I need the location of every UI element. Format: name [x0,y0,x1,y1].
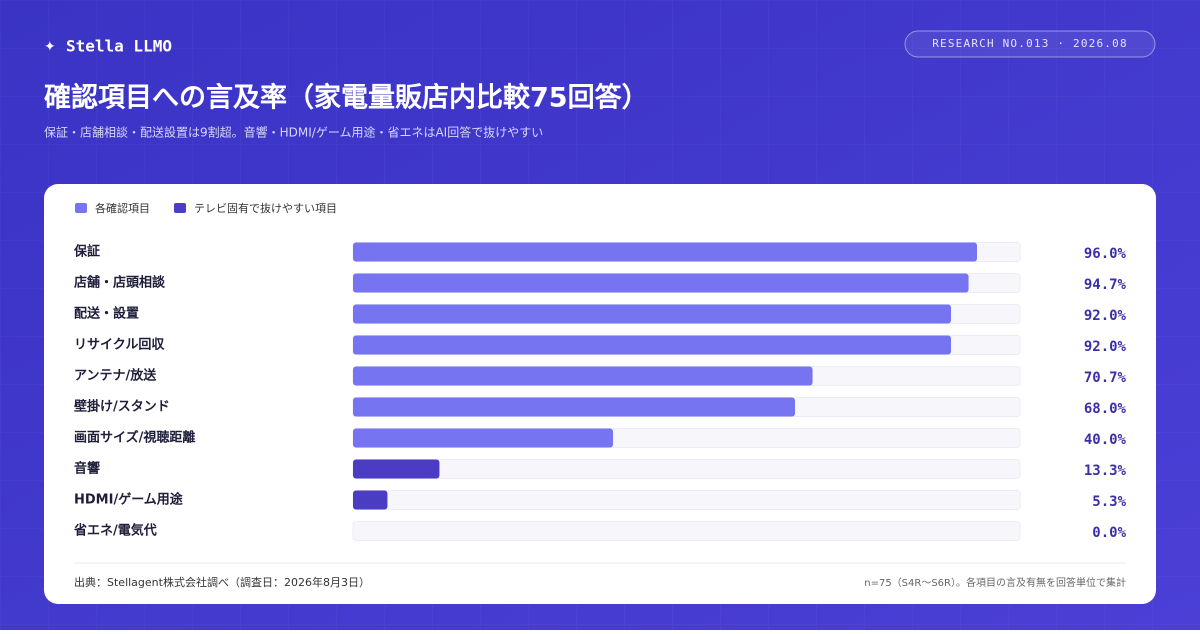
bar [353,366,813,386]
value-label: 94.7% [1084,277,1127,293]
value-label: 70.7% [1084,370,1127,386]
category-label: 音響 [74,461,100,477]
value-label: 68.0% [1084,401,1127,417]
source: 出典：Stellagent株式会社調べ（調査日：2026年8月3日） [74,575,370,589]
legend-label: テレビ固有で抜けやすい項目 [194,201,337,215]
bar [353,490,388,510]
value-label: 13.3% [1084,463,1127,479]
bar [353,428,613,448]
brand-icon: ✦ [44,39,56,55]
category-label: 保証 [73,244,100,260]
category-label: 壁掛け/スタンド [74,399,170,415]
bar-track [352,521,1021,541]
category-label: 店舗・店頭相談 [74,275,166,291]
brand: Stella LLMO [66,37,172,56]
bar [353,273,969,293]
category-label: アンテナ/放送 [74,368,157,384]
bar [353,304,951,324]
legend-swatch [75,203,87,213]
bar-track [352,490,1021,510]
value-label: 5.3% [1092,494,1126,510]
legend-label: 各確認項目 [95,201,150,215]
value-label: 40.0% [1084,432,1127,448]
value-label: 0.0% [1092,525,1126,541]
category-label: 配送・設置 [74,306,139,322]
bar [353,335,951,355]
category-label: 省エネ/電気代 [73,523,157,539]
bar [353,242,977,262]
badge: RESEARCH NO.013 · 2026.08 [932,37,1128,50]
bar-track [352,459,1021,479]
badge-pill [904,30,1156,58]
bar [353,397,795,417]
category-label: 画面サイズ/視聴距離 [74,430,195,446]
chart-subtitle: 保証・店舗相談・配送設置は9割超。音響・HDMI/ゲーム用途・省エネはAI回答で… [44,125,543,140]
category-label: HDMI/ゲーム用途 [74,492,184,508]
value-label: 92.0% [1084,308,1127,324]
value-label: 96.0% [1084,246,1127,262]
bar [353,459,440,479]
category-label: リサイクル回収 [74,338,165,353]
value-label: 92.0% [1084,339,1127,355]
chart-title: 確認項目への言及率（家電量販店内比較75回答） [44,82,649,114]
note: n=75（S4R〜S6R）。各項目の言及有無を回答単位で集計 [864,576,1126,589]
legend-swatch [174,203,186,213]
